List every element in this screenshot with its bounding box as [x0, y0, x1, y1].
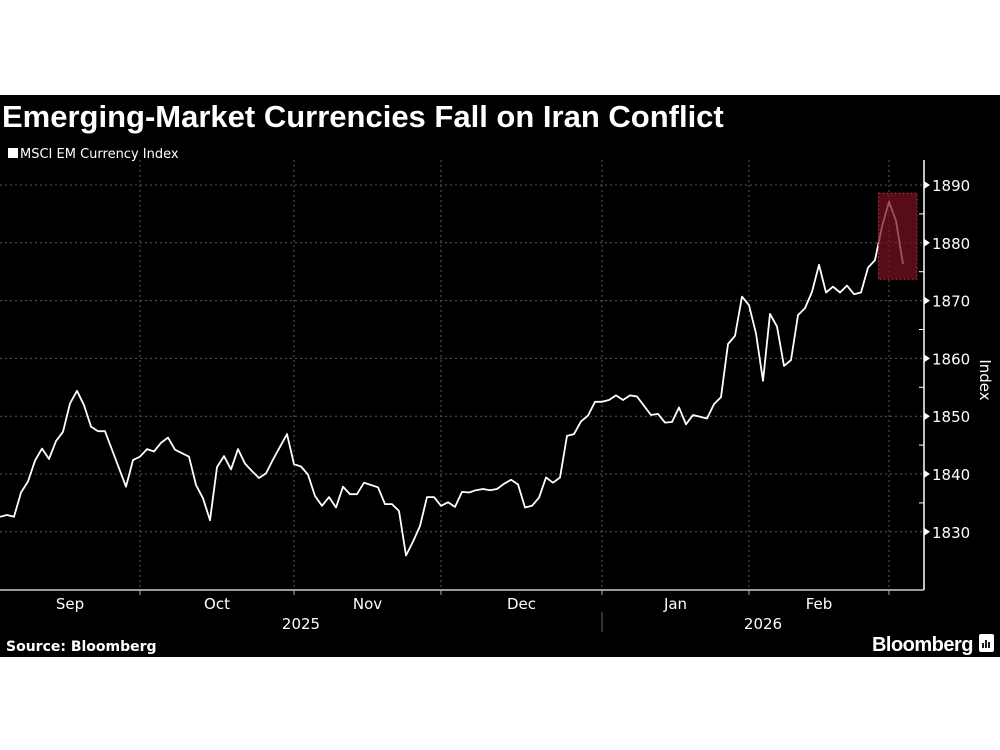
y-tick-label: 1850	[932, 408, 970, 426]
y-tick-label: 1890	[932, 177, 970, 195]
y-tick-mark	[924, 296, 930, 305]
y-tick-label: 1880	[932, 235, 970, 253]
y-tick-mark	[924, 354, 930, 363]
legend-label: MSCI EM Currency Index	[20, 147, 179, 162]
x-month-label: Nov	[353, 595, 382, 613]
y-axis-label: Index	[976, 359, 994, 400]
y-tick-label: 1870	[932, 293, 970, 311]
x-month-label: Jan	[663, 595, 687, 613]
bloomberg-logo: Bloomberg	[872, 634, 994, 656]
x-month-label: Sep	[56, 595, 84, 613]
chart-panel	[0, 95, 1000, 657]
y-tick-mark	[924, 470, 930, 478]
y-tick-mark	[924, 527, 930, 536]
brand-text: Bloomberg	[872, 634, 973, 656]
x-month-label: Feb	[806, 595, 833, 613]
source-note: Source: Bloomberg	[6, 639, 157, 655]
x-year-label: 2026	[744, 615, 782, 633]
legend: MSCI EM Currency Index	[8, 147, 179, 162]
y-tick-label: 1830	[932, 524, 970, 542]
gridlines	[0, 160, 924, 590]
x-month-label: Oct	[204, 595, 230, 613]
series-line	[0, 200, 904, 557]
series-layer	[0, 192, 918, 557]
bars-glyph-icon	[982, 640, 990, 648]
y-tick-label: 1860	[932, 350, 970, 368]
y-tick-label: 1840	[932, 466, 970, 484]
highlight-box	[878, 192, 918, 280]
x-axis: Sep Oct Nov Dec Jan Feb 2025 2026	[0, 589, 924, 633]
y-tick-mark	[924, 412, 930, 421]
legend-swatch	[8, 148, 18, 158]
x-year-label: 2025	[282, 615, 320, 633]
y-tick-mark	[924, 238, 930, 247]
y-tick-mark	[924, 181, 930, 189]
x-month-label: Dec	[507, 595, 536, 613]
y-axis: 1830 1840 1850 1860 1870 1880 1890	[919, 160, 970, 590]
chart-title: Emerging-Market Currencies Fall on Iran …	[2, 99, 724, 134]
